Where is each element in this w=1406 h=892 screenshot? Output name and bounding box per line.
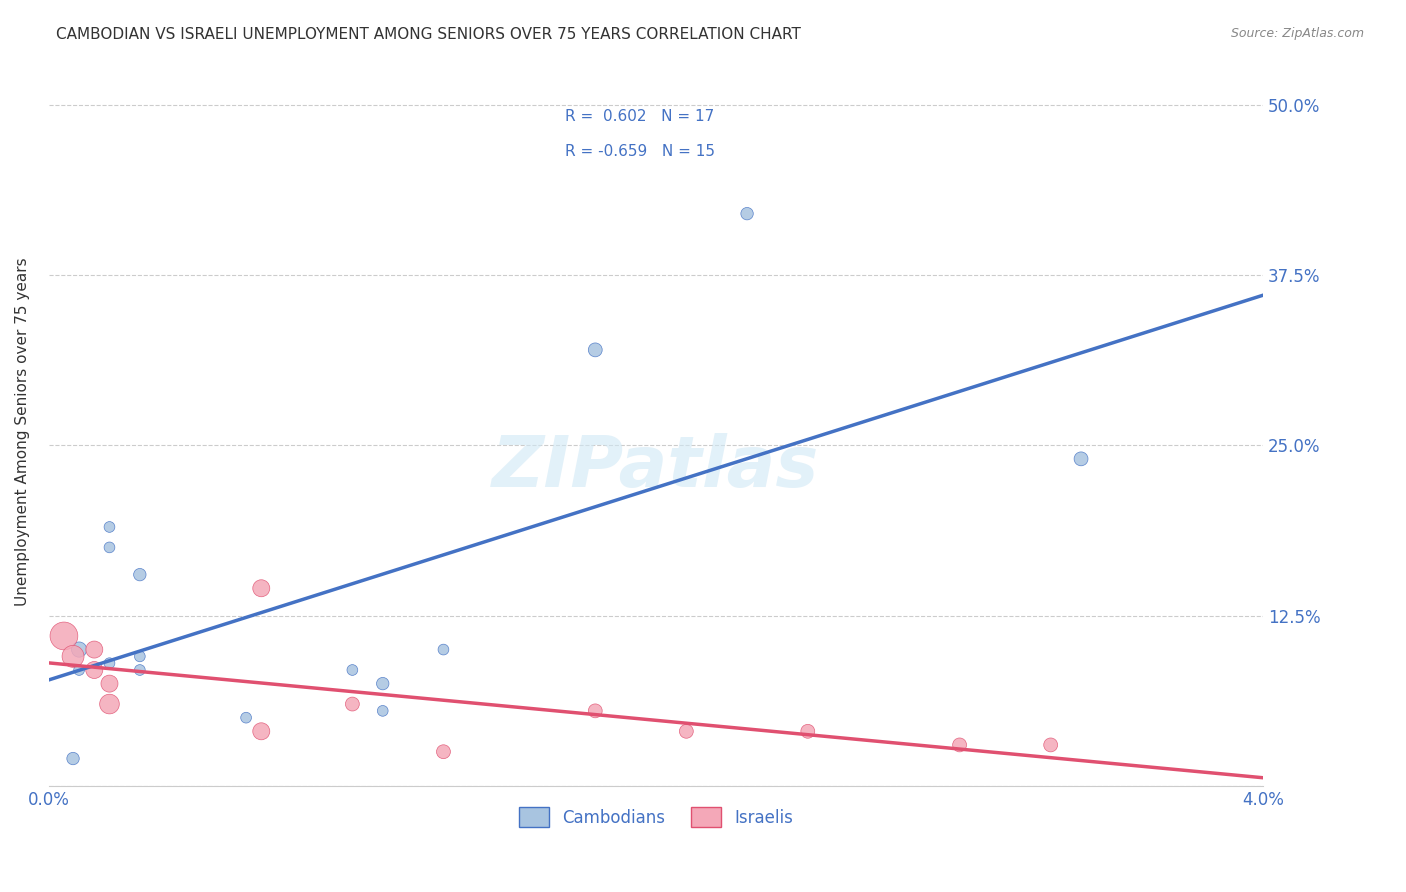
Text: R =  0.602   N = 17: R = 0.602 N = 17 [565, 109, 714, 124]
Point [250, 581, 273, 595]
Point [98, 541, 121, 555]
Point [52, 629, 75, 643]
Point [735, 207, 758, 221]
Legend: Cambodians, Israelis: Cambodians, Israelis [513, 800, 800, 834]
Point [949, 738, 972, 752]
Text: Source: ZipAtlas.com: Source: ZipAtlas.com [1230, 27, 1364, 40]
Point [675, 724, 697, 739]
Text: CAMBODIAN VS ISRAELI UNEMPLOYMENT AMONG SENIORS OVER 75 YEARS CORRELATION CHART: CAMBODIAN VS ISRAELI UNEMPLOYMENT AMONG … [56, 27, 801, 42]
Point [67, 642, 90, 657]
Point [342, 663, 364, 677]
Point [83, 642, 105, 657]
Point [371, 704, 394, 718]
Point [67, 663, 90, 677]
Point [432, 642, 454, 657]
Point [583, 704, 606, 718]
Point [128, 649, 150, 664]
Point [98, 656, 121, 670]
Text: ZIPatlas: ZIPatlas [492, 433, 820, 501]
Point [797, 724, 820, 739]
Point [98, 697, 121, 711]
Point [98, 676, 121, 690]
Point [235, 711, 257, 725]
Point [432, 745, 454, 759]
Y-axis label: Unemployment Among Seniors over 75 years: Unemployment Among Seniors over 75 years [15, 257, 30, 606]
Point [250, 724, 273, 739]
Point [83, 663, 105, 677]
Point [62, 751, 84, 765]
Point [128, 663, 150, 677]
Point [583, 343, 606, 357]
Point [371, 676, 394, 690]
Point [128, 567, 150, 582]
Point [62, 649, 84, 664]
Point [1039, 738, 1062, 752]
Point [342, 697, 364, 711]
Text: R = -0.659   N = 15: R = -0.659 N = 15 [565, 145, 714, 160]
Point [98, 520, 121, 534]
Point [1070, 451, 1092, 466]
